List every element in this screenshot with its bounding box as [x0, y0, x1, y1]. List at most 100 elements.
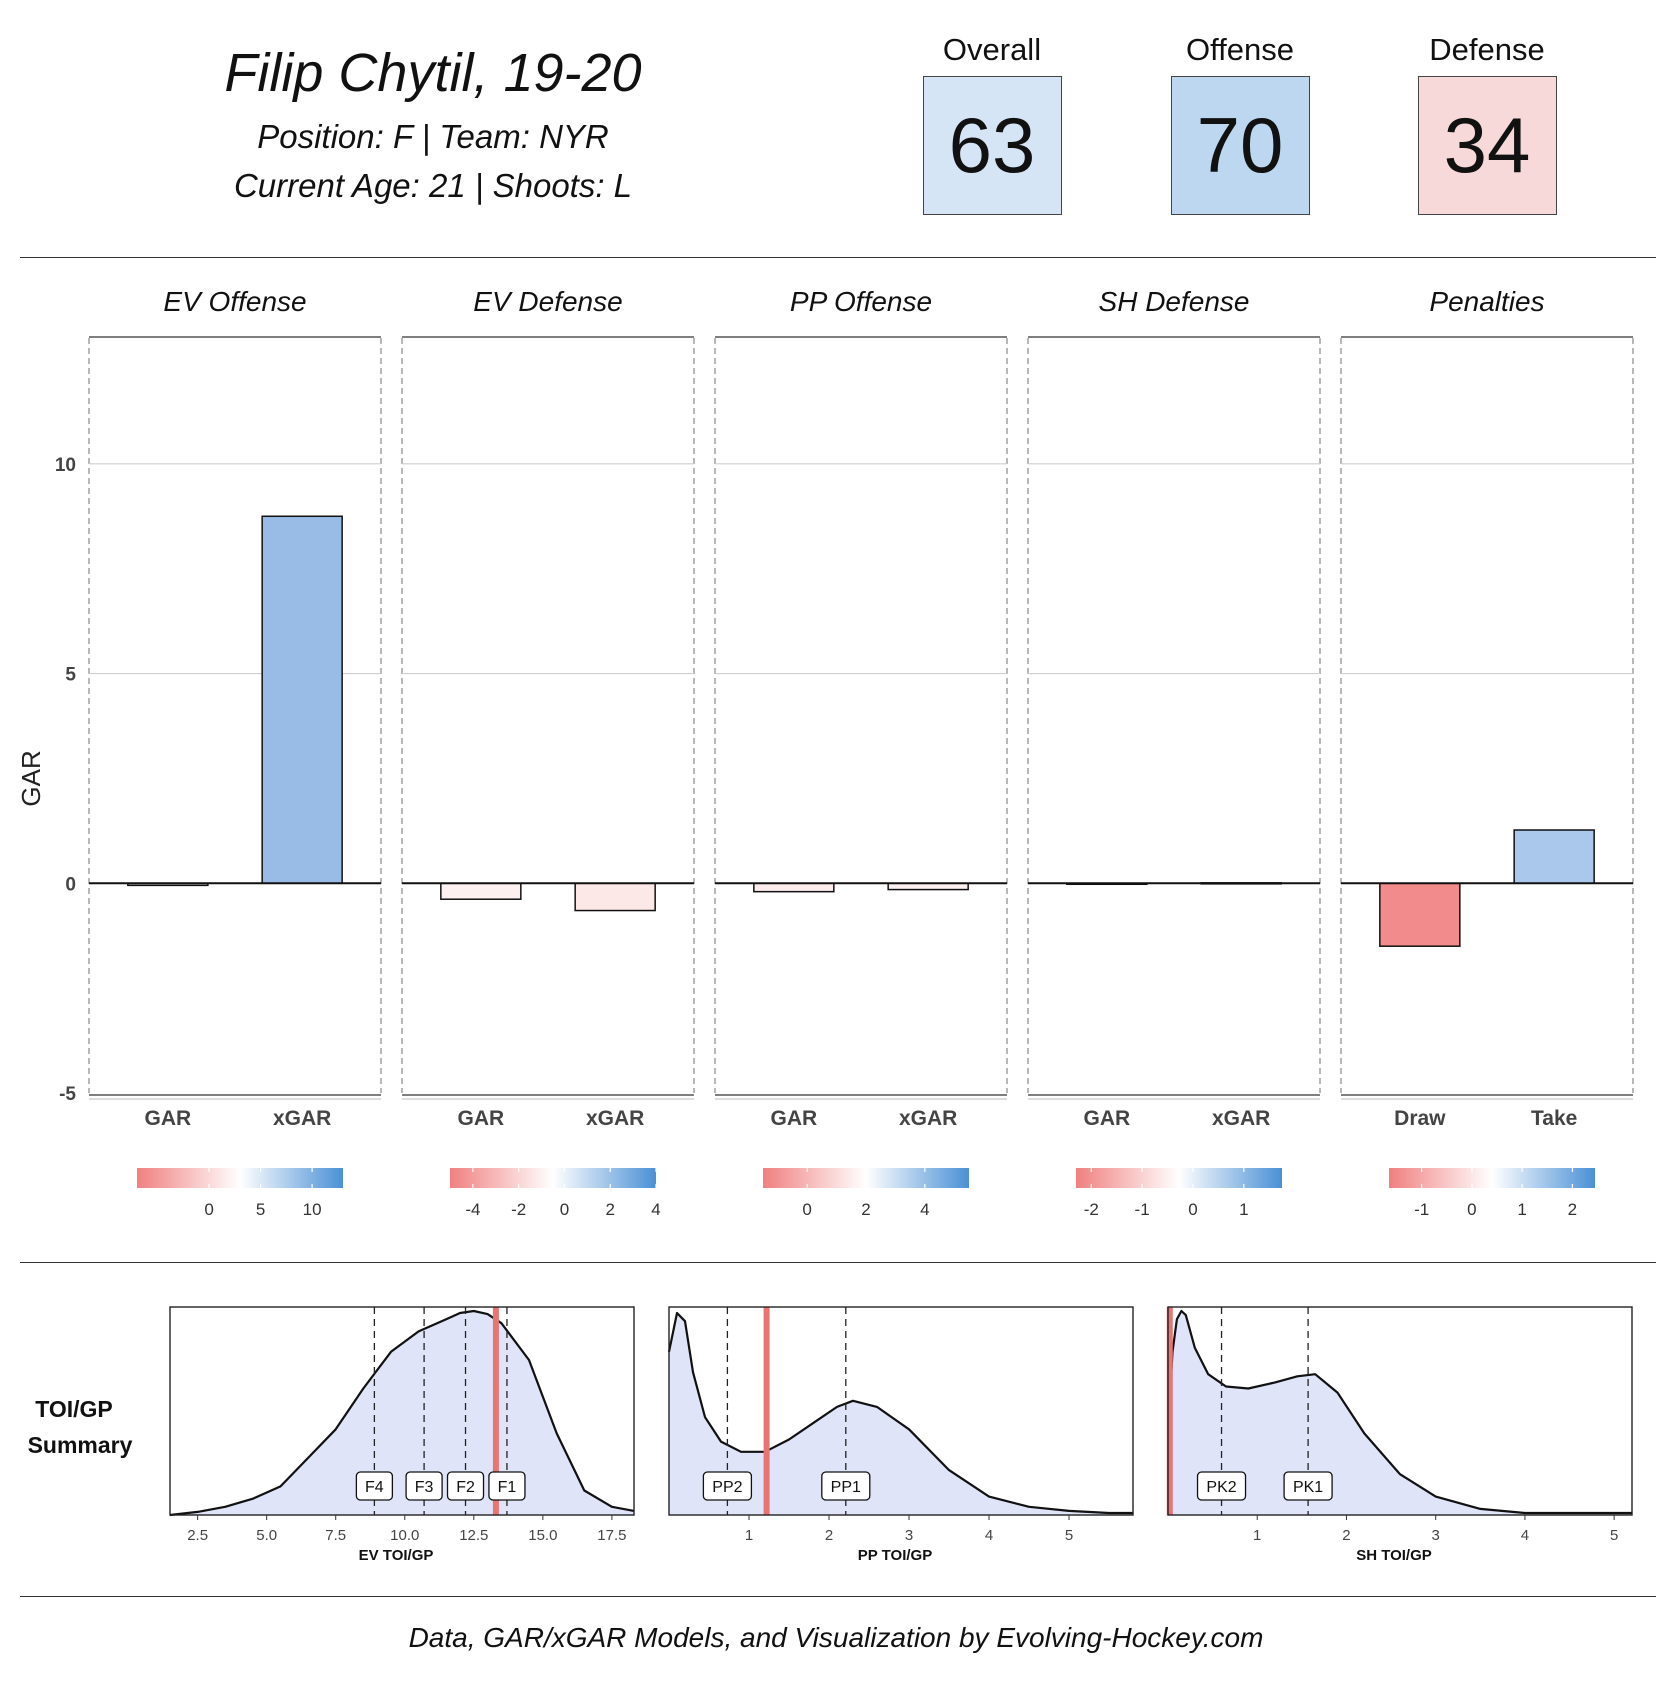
summary-title-line-2: Summary [28, 1432, 133, 1458]
bar-take [1513, 829, 1595, 885]
panel-title: EV Offense [163, 286, 306, 317]
offense-score-value: 70 [1170, 76, 1310, 215]
legend-colorbar [1076, 1168, 1282, 1188]
y-tick-label: 0 [65, 874, 76, 895]
marker-label-f2: F2 [456, 1479, 475, 1496]
legend-tick-label: -2 [1084, 1200, 1099, 1219]
marker-label-box-pk2 [1196, 1471, 1247, 1501]
x-tick-label: 17.5 [597, 1527, 626, 1544]
legend-colorbar [1389, 1168, 1595, 1188]
density-panel-ev-toi-gp: F4 F3 F2 F1 2.5 5.0 7.5 10.0 12.5 15.0 17.5 EV TOI/… [169, 1306, 635, 1564]
x-axis-label: EV TOI/GP [359, 1547, 434, 1564]
legend-colorbar [450, 1168, 656, 1188]
density-area [669, 1313, 1133, 1515]
header-divider [20, 257, 1656, 258]
marker-label-pp2: PP2 [712, 1479, 742, 1496]
player-header: Filip Chytil, 19-20 Position: F | Team: … [0, 0, 1672, 250]
marker-label-f1: F1 [498, 1479, 517, 1496]
legend-tick-label: 5 [256, 1200, 265, 1219]
legend-tick-label: 2 [861, 1200, 870, 1219]
panel-title: PP Offense [790, 286, 932, 317]
bar-xgar [574, 882, 656, 912]
marker-label-f4: F4 [365, 1479, 384, 1496]
panel-penalties: Penalties Draw Take -1 0 1 2 [1340, 286, 1634, 1219]
x-tick-label: 3 [1432, 1527, 1440, 1544]
marker-label-pk1: PK1 [1293, 1479, 1323, 1496]
player-position-team: Position: F | Team: NYR [257, 118, 609, 155]
defense-score-card: Defense 34 [1397, 30, 1577, 215]
panel-title: SH Defense [1099, 286, 1250, 317]
x-tick-label: 15.0 [528, 1527, 557, 1544]
bar-gar [753, 882, 835, 893]
x-tick-label: 5 [1610, 1527, 1618, 1544]
panel-title: Penalties [1429, 286, 1544, 317]
legend-tick-label: -2 [511, 1200, 526, 1219]
marker-label-pk2: PK2 [1206, 1479, 1236, 1496]
x-tick-label: GAR [1084, 1107, 1131, 1130]
density-frame [668, 1306, 1134, 1516]
marker-label-box-pp1 [821, 1471, 871, 1501]
x-tick-label: 10.0 [390, 1527, 419, 1544]
offense-score-label: Offense [1185, 32, 1294, 67]
density-curve [169, 1309, 635, 1517]
defense-score-value: 34 [1417, 76, 1557, 215]
legend-tick-label: 1 [1517, 1200, 1526, 1219]
summary-title-line-1: TOI/GP [35, 1396, 113, 1422]
marker-label-box-pp2 [702, 1471, 753, 1501]
chart-divider [20, 1262, 1656, 1263]
x-tick-label: 2.5 [187, 1527, 208, 1544]
x-tick-label: xGAR [273, 1107, 331, 1130]
legend-tick-label: 4 [920, 1200, 929, 1219]
x-tick-label: 5.0 [256, 1527, 277, 1544]
legend-tick-label: 0 [1467, 1200, 1476, 1219]
bar-gar [440, 882, 522, 900]
legend-tick-label: 4 [651, 1200, 660, 1219]
panel-ev-defense: EV Defense GAR xGAR -4 -2 0 2 4 [401, 286, 695, 1219]
x-tick-label: 7.5 [325, 1527, 346, 1544]
x-tick-label: 1 [745, 1527, 753, 1544]
density-curve [1166, 1309, 1632, 1515]
density-panel-pp-toi-gp: PP2 PP1 1 2 3 4 5 PP TOI/GP [667, 1306, 1134, 1564]
x-axis-label: PP TOI/GP [858, 1547, 932, 1564]
x-tick-label: 5 [1065, 1527, 1073, 1544]
x-tick-label: xGAR [1212, 1107, 1270, 1130]
marker-label-box-f2 [446, 1471, 485, 1501]
marker-label-box-f4 [355, 1471, 394, 1501]
x-tick-label: Draw [1394, 1107, 1446, 1130]
player-name: Filip Chytil, 19-20 [224, 43, 642, 103]
marker-label-box-pk1 [1283, 1471, 1333, 1501]
x-tick-label: GAR [145, 1107, 192, 1130]
x-tick-label: 2 [825, 1527, 833, 1544]
bar-draw [1379, 882, 1461, 947]
legend-tick-label: 0 [1188, 1200, 1197, 1219]
y-tick-label: -5 [59, 1084, 76, 1105]
panel-pp-offense: PP Offense GAR xGAR 0 2 4 [714, 286, 1008, 1219]
density-frame [169, 1306, 635, 1516]
defense-score-label: Defense [1429, 32, 1545, 67]
x-axis-label: SH TOI/GP [1356, 1547, 1432, 1564]
legend-tick-label: 10 [303, 1200, 322, 1219]
legend-tick-label: 0 [560, 1200, 569, 1219]
overall-score-label: Overall [942, 32, 1042, 67]
legend-tick-label: 2 [605, 1200, 614, 1219]
y-axis-label: GAR [16, 750, 46, 806]
legend-tick-label: 2 [1568, 1200, 1577, 1219]
marker-label-box-f1 [488, 1471, 526, 1501]
marker-label-box-f3 [405, 1471, 443, 1501]
density-area [1168, 1311, 1632, 1515]
marker-label-pp1: PP1 [831, 1479, 861, 1496]
x-tick-label: Take [1531, 1107, 1577, 1130]
x-tick-label: 3 [905, 1527, 913, 1544]
panel-sh-defense: SH Defense GAR xGAR -2 -1 0 1 [1027, 286, 1321, 1219]
legend-colorbar [137, 1168, 343, 1188]
panel-ev-offense: EV Offense GAR xGAR 0 5 10 [88, 286, 382, 1219]
x-tick-label: 4 [985, 1527, 993, 1544]
x-tick-label: xGAR [586, 1107, 644, 1130]
x-tick-label: GAR [458, 1107, 505, 1130]
overall-score-value: 63 [922, 76, 1062, 215]
marker-label-f3: F3 [415, 1479, 434, 1496]
player-age-shoots: Current Age: 21 | Shoots: L [233, 167, 633, 204]
legend-tick-label: -1 [1135, 1200, 1150, 1219]
legend-tick-label: 1 [1239, 1200, 1248, 1219]
